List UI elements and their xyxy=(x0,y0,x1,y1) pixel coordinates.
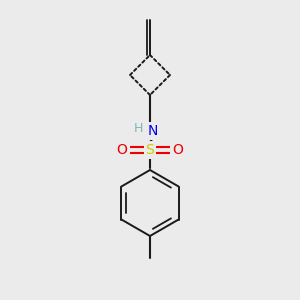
Text: O: O xyxy=(172,143,183,157)
Text: S: S xyxy=(146,143,154,157)
Text: H: H xyxy=(133,122,143,136)
Text: O: O xyxy=(117,143,128,157)
Text: N: N xyxy=(148,124,158,138)
